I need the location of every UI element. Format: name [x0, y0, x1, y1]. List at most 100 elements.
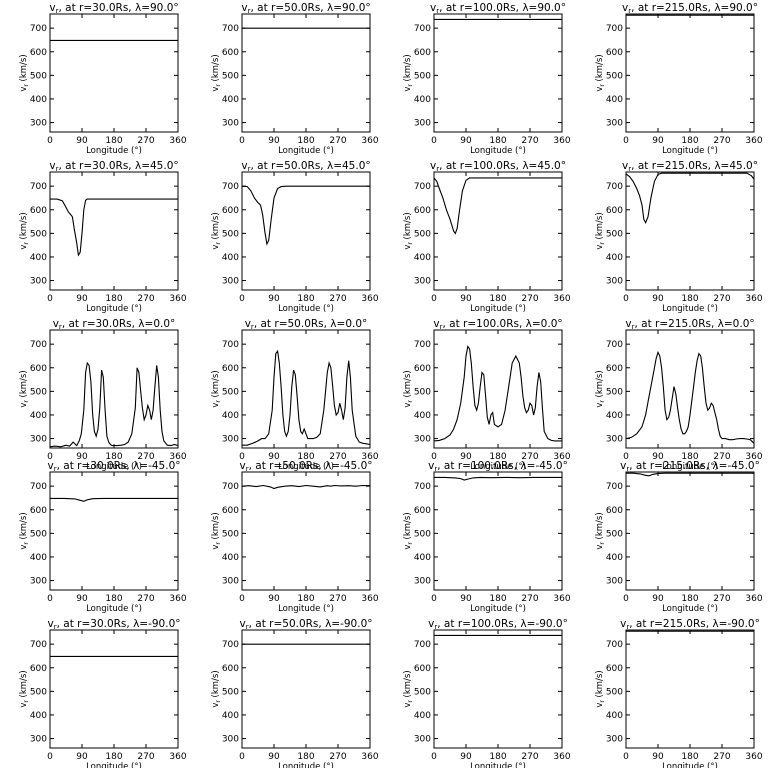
x-tick-label: 0	[239, 136, 245, 146]
y-axis-label: vr (km/s)	[595, 54, 606, 91]
y-tick-label: 500	[606, 387, 623, 397]
panel-title: vr, at r=30.0Rs, λ=-45.0°	[47, 460, 180, 473]
series-line	[50, 497, 178, 502]
plot-frame	[433, 629, 563, 749]
y-tick-label: 300	[222, 119, 239, 129]
y-tick-label: 700	[606, 24, 623, 34]
y-tick-label: 500	[30, 229, 47, 239]
y-tick-label: 400	[414, 553, 431, 563]
y-tick-label: 700	[222, 24, 239, 34]
y-tick-label: 300	[222, 577, 239, 587]
x-tick-label: 360	[361, 294, 378, 304]
y-tick-label: 600	[222, 206, 239, 216]
x-tick-label: 90	[652, 136, 664, 146]
x-tick-label: 0	[239, 594, 245, 604]
x-tick-label: 90	[460, 752, 472, 762]
x-tick-label: 180	[105, 452, 122, 462]
x-tick-label: 270	[329, 294, 346, 304]
y-tick-label: 400	[414, 95, 431, 105]
y-tick-label: 500	[222, 529, 239, 539]
x-tick-label: 360	[745, 294, 762, 304]
plot-frame	[625, 471, 755, 591]
x-tick-label: 180	[297, 452, 314, 462]
y-tick-label: 700	[414, 24, 431, 34]
x-tick-label: 270	[137, 136, 154, 146]
y-tick-label: 400	[222, 253, 239, 263]
x-tick-label: 90	[268, 452, 280, 462]
y-tick-label: 400	[30, 411, 47, 421]
x-tick-label: 0	[47, 136, 53, 146]
panel-20: vr, at r=215.0Rs, λ=-90.0° 0 90 180 270 360 30…	[595, 618, 763, 768]
x-tick-label: 0	[431, 452, 437, 462]
y-axis-label: vr (km/s)	[211, 370, 222, 407]
x-tick-label: 0	[623, 752, 629, 762]
panel-title: vr, at r=30.0Rs, λ=0.0°	[53, 318, 176, 331]
y-axis-label: vr (km/s)	[595, 212, 606, 249]
x-tick-label: 0	[47, 452, 53, 462]
x-tick-label: 0	[47, 594, 53, 604]
y-tick-label: 400	[606, 553, 623, 563]
x-tick-label: 0	[431, 594, 437, 604]
series-line	[433, 177, 562, 235]
plot-frame	[625, 329, 755, 449]
x-tick-label: 0	[431, 136, 437, 146]
x-tick-label: 180	[105, 294, 122, 304]
panel-title: vr, at r=50.0Rs, λ=90.0°	[241, 2, 370, 15]
y-tick-label: 500	[606, 687, 623, 697]
x-tick-label: 360	[169, 294, 186, 304]
plot-frame	[241, 471, 371, 591]
y-tick-label: 700	[414, 482, 431, 492]
x-tick-label: 180	[681, 594, 698, 604]
x-tick-label: 180	[681, 452, 698, 462]
series-line	[433, 345, 562, 442]
x-tick-label: 270	[521, 136, 538, 146]
y-tick-label: 300	[414, 735, 431, 745]
x-tick-label: 0	[239, 294, 245, 304]
panel-title: vr, at r=100.0Rs, λ=90.0°	[430, 2, 566, 15]
y-tick-label: 500	[30, 71, 47, 81]
x-tick-label: 0	[623, 452, 629, 462]
x-tick-label: 360	[169, 594, 186, 604]
y-tick-label: 300	[414, 119, 431, 129]
x-tick-label: 360	[553, 594, 570, 604]
panel-15: vr, at r=100.0Rs, λ=-45.0° 0 90 180 270 360 30…	[403, 460, 571, 614]
x-tick-label: 180	[105, 752, 122, 762]
x-tick-label: 270	[521, 294, 538, 304]
y-tick-label: 500	[222, 71, 239, 81]
x-tick-label: 270	[137, 452, 154, 462]
x-tick-label: 0	[623, 136, 629, 146]
y-tick-label: 400	[30, 95, 47, 105]
y-tick-label: 400	[30, 711, 47, 721]
y-tick-label: 300	[606, 435, 623, 445]
x-axis-label: Longitude (°)	[278, 304, 334, 314]
panel-title: vr, at r=100.0Rs, λ=45.0°	[430, 160, 566, 173]
panel-7: vr, at r=100.0Rs, λ=45.0° 0 90 180 270 360 300…	[403, 160, 571, 314]
y-tick-label: 600	[30, 506, 47, 516]
y-axis-label: vr (km/s)	[595, 370, 606, 407]
x-axis-label: Longitude (°)	[86, 604, 142, 614]
panel-4: vr, at r=215.0Rs, λ=90.0° 0 90 180 270 360 300…	[595, 2, 763, 156]
y-axis-label: vr (km/s)	[19, 670, 30, 707]
x-tick-label: 270	[713, 752, 730, 762]
y-tick-label: 400	[222, 553, 239, 563]
x-tick-label: 180	[105, 136, 122, 146]
x-tick-label: 180	[297, 752, 314, 762]
y-tick-label: 700	[30, 182, 47, 192]
panel-2: vr, at r=50.0Rs, λ=90.0° 0 90 180 270 360 300 4…	[211, 2, 379, 156]
y-tick-label: 600	[414, 206, 431, 216]
plot-frame	[241, 171, 371, 291]
x-axis-label: Longitude (°)	[470, 462, 526, 472]
y-tick-label: 500	[30, 387, 47, 397]
y-tick-label: 700	[414, 182, 431, 192]
x-tick-label: 180	[297, 294, 314, 304]
y-tick-label: 300	[222, 277, 239, 287]
plot-frame	[49, 471, 179, 591]
y-axis-label: vr (km/s)	[211, 670, 222, 707]
y-axis-label: vr (km/s)	[211, 54, 222, 91]
y-tick-label: 400	[30, 253, 47, 263]
x-tick-label: 0	[623, 594, 629, 604]
y-tick-label: 600	[30, 664, 47, 674]
x-tick-label: 270	[713, 452, 730, 462]
x-tick-label: 0	[431, 294, 437, 304]
